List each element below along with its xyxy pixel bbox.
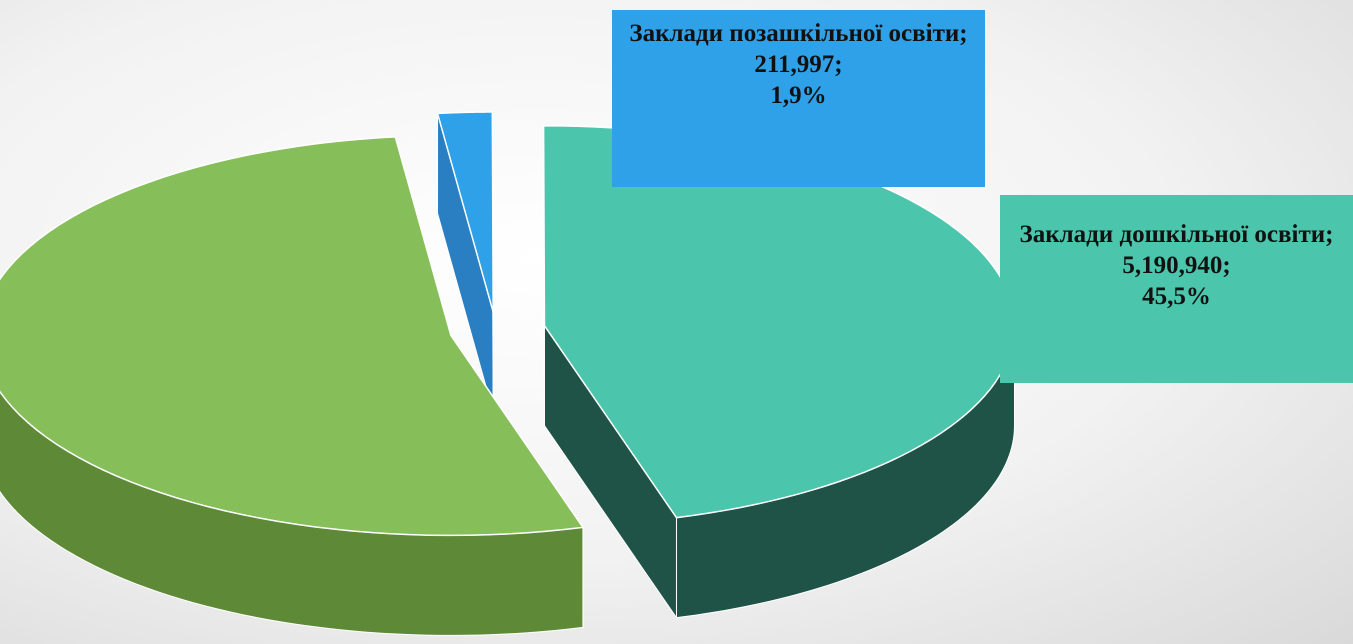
label-category: Заклади дошкільної освіти; bbox=[1019, 221, 1334, 248]
data-label: Заклади дошкільної освіти; 5,190,940; 45… bbox=[1000, 195, 1353, 383]
label-value: 211,997; bbox=[754, 51, 843, 78]
label-percent: 1,9% bbox=[770, 82, 827, 109]
label-percent: 45,5% bbox=[1142, 283, 1211, 310]
label-category: Заклади позашкільної освіти; bbox=[629, 20, 968, 47]
data-label: Заклади позашкільної освіти; 211,997; 1,… bbox=[612, 10, 985, 187]
slice bbox=[0, 136, 585, 537]
label-value: 5,190,940; bbox=[1122, 252, 1231, 279]
slice bbox=[436, 111, 494, 313]
